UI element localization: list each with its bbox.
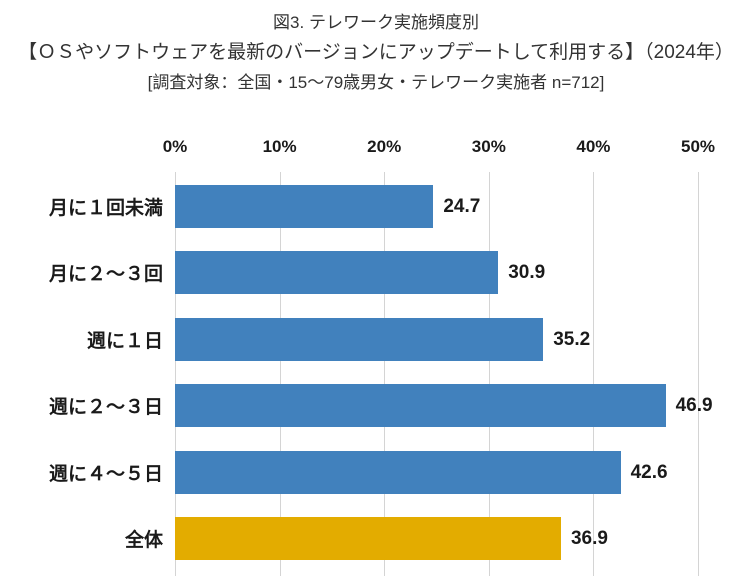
- chart-survey-note: [調査対象：全国・15〜79歳男女・テレワーク実施者 n=712]: [147, 73, 605, 92]
- bar: [175, 185, 434, 228]
- bar: [175, 384, 666, 427]
- chart-title: 図3. テレワーク実施頻度別: [273, 13, 479, 32]
- x-tick-label: 0%: [162, 137, 188, 156]
- bar-value-label: 46.9: [675, 394, 713, 416]
- bar-value-label: 36.9: [570, 527, 608, 549]
- x-tick-label: 40%: [576, 137, 611, 156]
- x-tick-label: 50%: [680, 137, 716, 156]
- bar-value-label: 35.2: [553, 328, 591, 350]
- gridline: [488, 172, 490, 576]
- x-tick-label: 20%: [367, 137, 402, 156]
- chart-header: 図3. テレワーク実施頻度別 【ＯＳやソフトウェアを最新のバージョンにアップデー…: [0, 14, 752, 91]
- gridline: [698, 172, 699, 576]
- x-tick-label: 10%: [262, 137, 297, 156]
- bar-total: [175, 517, 561, 560]
- bar: [175, 251, 499, 294]
- category-label: 週に４〜５日: [48, 464, 163, 485]
- bar-value-label: 42.6: [630, 461, 668, 483]
- gridline: [593, 172, 595, 576]
- category-label: 週に２〜３日: [48, 397, 163, 418]
- gridline: [384, 172, 386, 576]
- gridline: [175, 172, 176, 576]
- bar-value-label: 30.9: [508, 261, 546, 283]
- category-label: 月に２〜３回: [48, 264, 163, 285]
- category-label: 週に１日: [86, 331, 163, 352]
- gridline: [279, 172, 281, 576]
- bar-value-label: 24.7: [443, 195, 481, 217]
- category-label: 全体: [124, 530, 163, 551]
- x-tick-label: 30%: [471, 137, 506, 156]
- chart-subtitle: 【ＯＳやソフトウェアを最新のバージョンにアップデートして利用する】（2024年）: [18, 42, 734, 63]
- bar: [175, 451, 621, 494]
- bar: [175, 318, 544, 361]
- category-label: 月に１回未満: [48, 198, 163, 219]
